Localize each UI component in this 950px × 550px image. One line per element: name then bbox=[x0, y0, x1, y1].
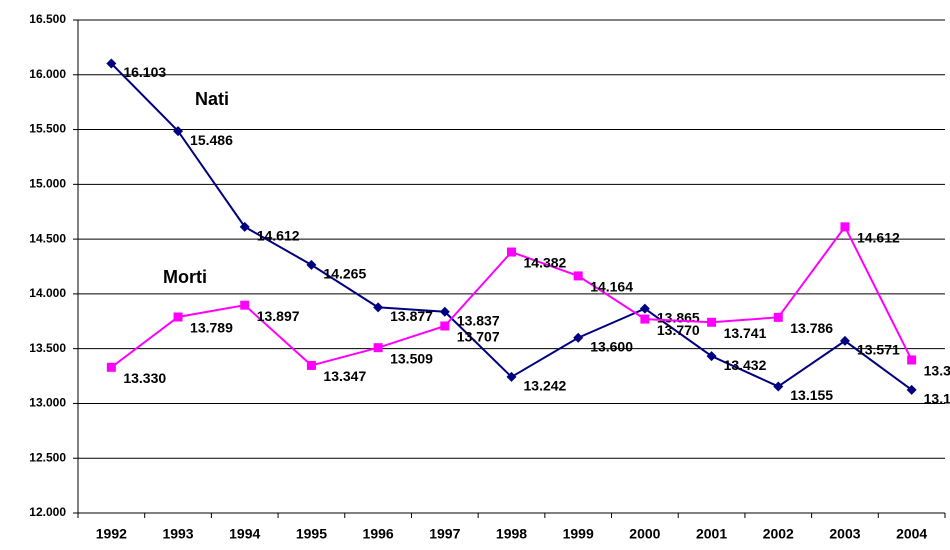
y-tick-label: 16.500 bbox=[29, 12, 66, 26]
data-label: 13.741 bbox=[724, 325, 767, 341]
point bbox=[106, 58, 117, 69]
point bbox=[507, 247, 516, 257]
point bbox=[907, 355, 917, 365]
x-tick-label: 2003 bbox=[829, 526, 860, 542]
data-label: 13.124 bbox=[924, 391, 950, 407]
point bbox=[373, 302, 384, 313]
data-label: 14.612 bbox=[257, 228, 300, 244]
x-tick-label: 2004 bbox=[896, 526, 927, 542]
y-tick-label: 16.000 bbox=[29, 67, 66, 81]
y-tick-label: 14.500 bbox=[29, 231, 66, 245]
point bbox=[173, 126, 184, 137]
x-tick-label: 1997 bbox=[429, 526, 460, 542]
data-label: 13.571 bbox=[857, 342, 900, 358]
point bbox=[573, 271, 583, 281]
point bbox=[906, 384, 917, 395]
data-label: 13.770 bbox=[657, 322, 700, 338]
data-label: 16.103 bbox=[123, 64, 166, 80]
point bbox=[639, 303, 650, 314]
data-label: 13.347 bbox=[323, 368, 366, 384]
data-label: 13.877 bbox=[390, 308, 433, 324]
y-tick-label: 15.500 bbox=[29, 122, 66, 136]
point bbox=[306, 259, 317, 270]
series-name: Nati bbox=[195, 89, 229, 109]
data-label: 13.897 bbox=[257, 308, 300, 324]
x-tick-label: 1999 bbox=[563, 526, 594, 542]
point bbox=[239, 221, 250, 232]
data-label: 13.837 bbox=[457, 312, 500, 328]
point bbox=[839, 335, 850, 346]
point bbox=[439, 306, 450, 317]
data-label: 13.397 bbox=[924, 363, 950, 379]
data-label: 13.509 bbox=[390, 350, 433, 366]
point bbox=[573, 332, 584, 343]
data-label: 13.432 bbox=[724, 357, 767, 373]
data-label: 13.155 bbox=[790, 387, 833, 403]
point bbox=[707, 317, 717, 327]
data-label: 13.600 bbox=[590, 338, 633, 354]
x-tick-label: 2000 bbox=[629, 526, 660, 542]
data-label: 14.382 bbox=[524, 255, 567, 271]
x-tick-label: 1994 bbox=[229, 526, 260, 542]
point bbox=[840, 222, 850, 232]
y-tick-label: 12.500 bbox=[29, 450, 66, 464]
y-tick-label: 12.000 bbox=[29, 505, 66, 519]
data-label: 13.707 bbox=[457, 329, 500, 345]
point bbox=[706, 351, 717, 362]
point bbox=[440, 321, 450, 331]
point bbox=[506, 371, 517, 382]
data-label: 14.164 bbox=[590, 279, 633, 295]
data-label: 13.330 bbox=[123, 370, 166, 386]
y-tick-label: 13.500 bbox=[29, 341, 66, 355]
x-tick-label: 1993 bbox=[162, 526, 193, 542]
point bbox=[640, 314, 650, 324]
series-line bbox=[110, 62, 913, 391]
point bbox=[106, 362, 116, 372]
point bbox=[773, 381, 784, 392]
y-tick-label: 13.000 bbox=[29, 396, 66, 410]
x-tick-label: 1996 bbox=[363, 526, 394, 542]
x-tick-label: 1998 bbox=[496, 526, 527, 542]
x-tick-label: 1992 bbox=[96, 526, 127, 542]
point bbox=[240, 300, 250, 310]
y-tick-label: 14.000 bbox=[29, 286, 66, 300]
x-tick-label: 2002 bbox=[763, 526, 794, 542]
point bbox=[773, 312, 783, 322]
data-label: 13.242 bbox=[524, 378, 567, 394]
data-label: 14.265 bbox=[323, 266, 366, 282]
data-label: 15.486 bbox=[190, 132, 233, 148]
point bbox=[173, 312, 183, 322]
x-tick-label: 1995 bbox=[296, 526, 327, 542]
y-tick-label: 15.000 bbox=[29, 177, 66, 191]
point bbox=[373, 343, 383, 353]
series-name: Morti bbox=[163, 267, 207, 287]
data-label: 13.786 bbox=[790, 320, 833, 336]
x-tick-label: 2001 bbox=[696, 526, 727, 542]
data-label: 13.789 bbox=[190, 320, 233, 336]
point bbox=[306, 360, 316, 370]
data-label: 14.612 bbox=[857, 230, 900, 246]
